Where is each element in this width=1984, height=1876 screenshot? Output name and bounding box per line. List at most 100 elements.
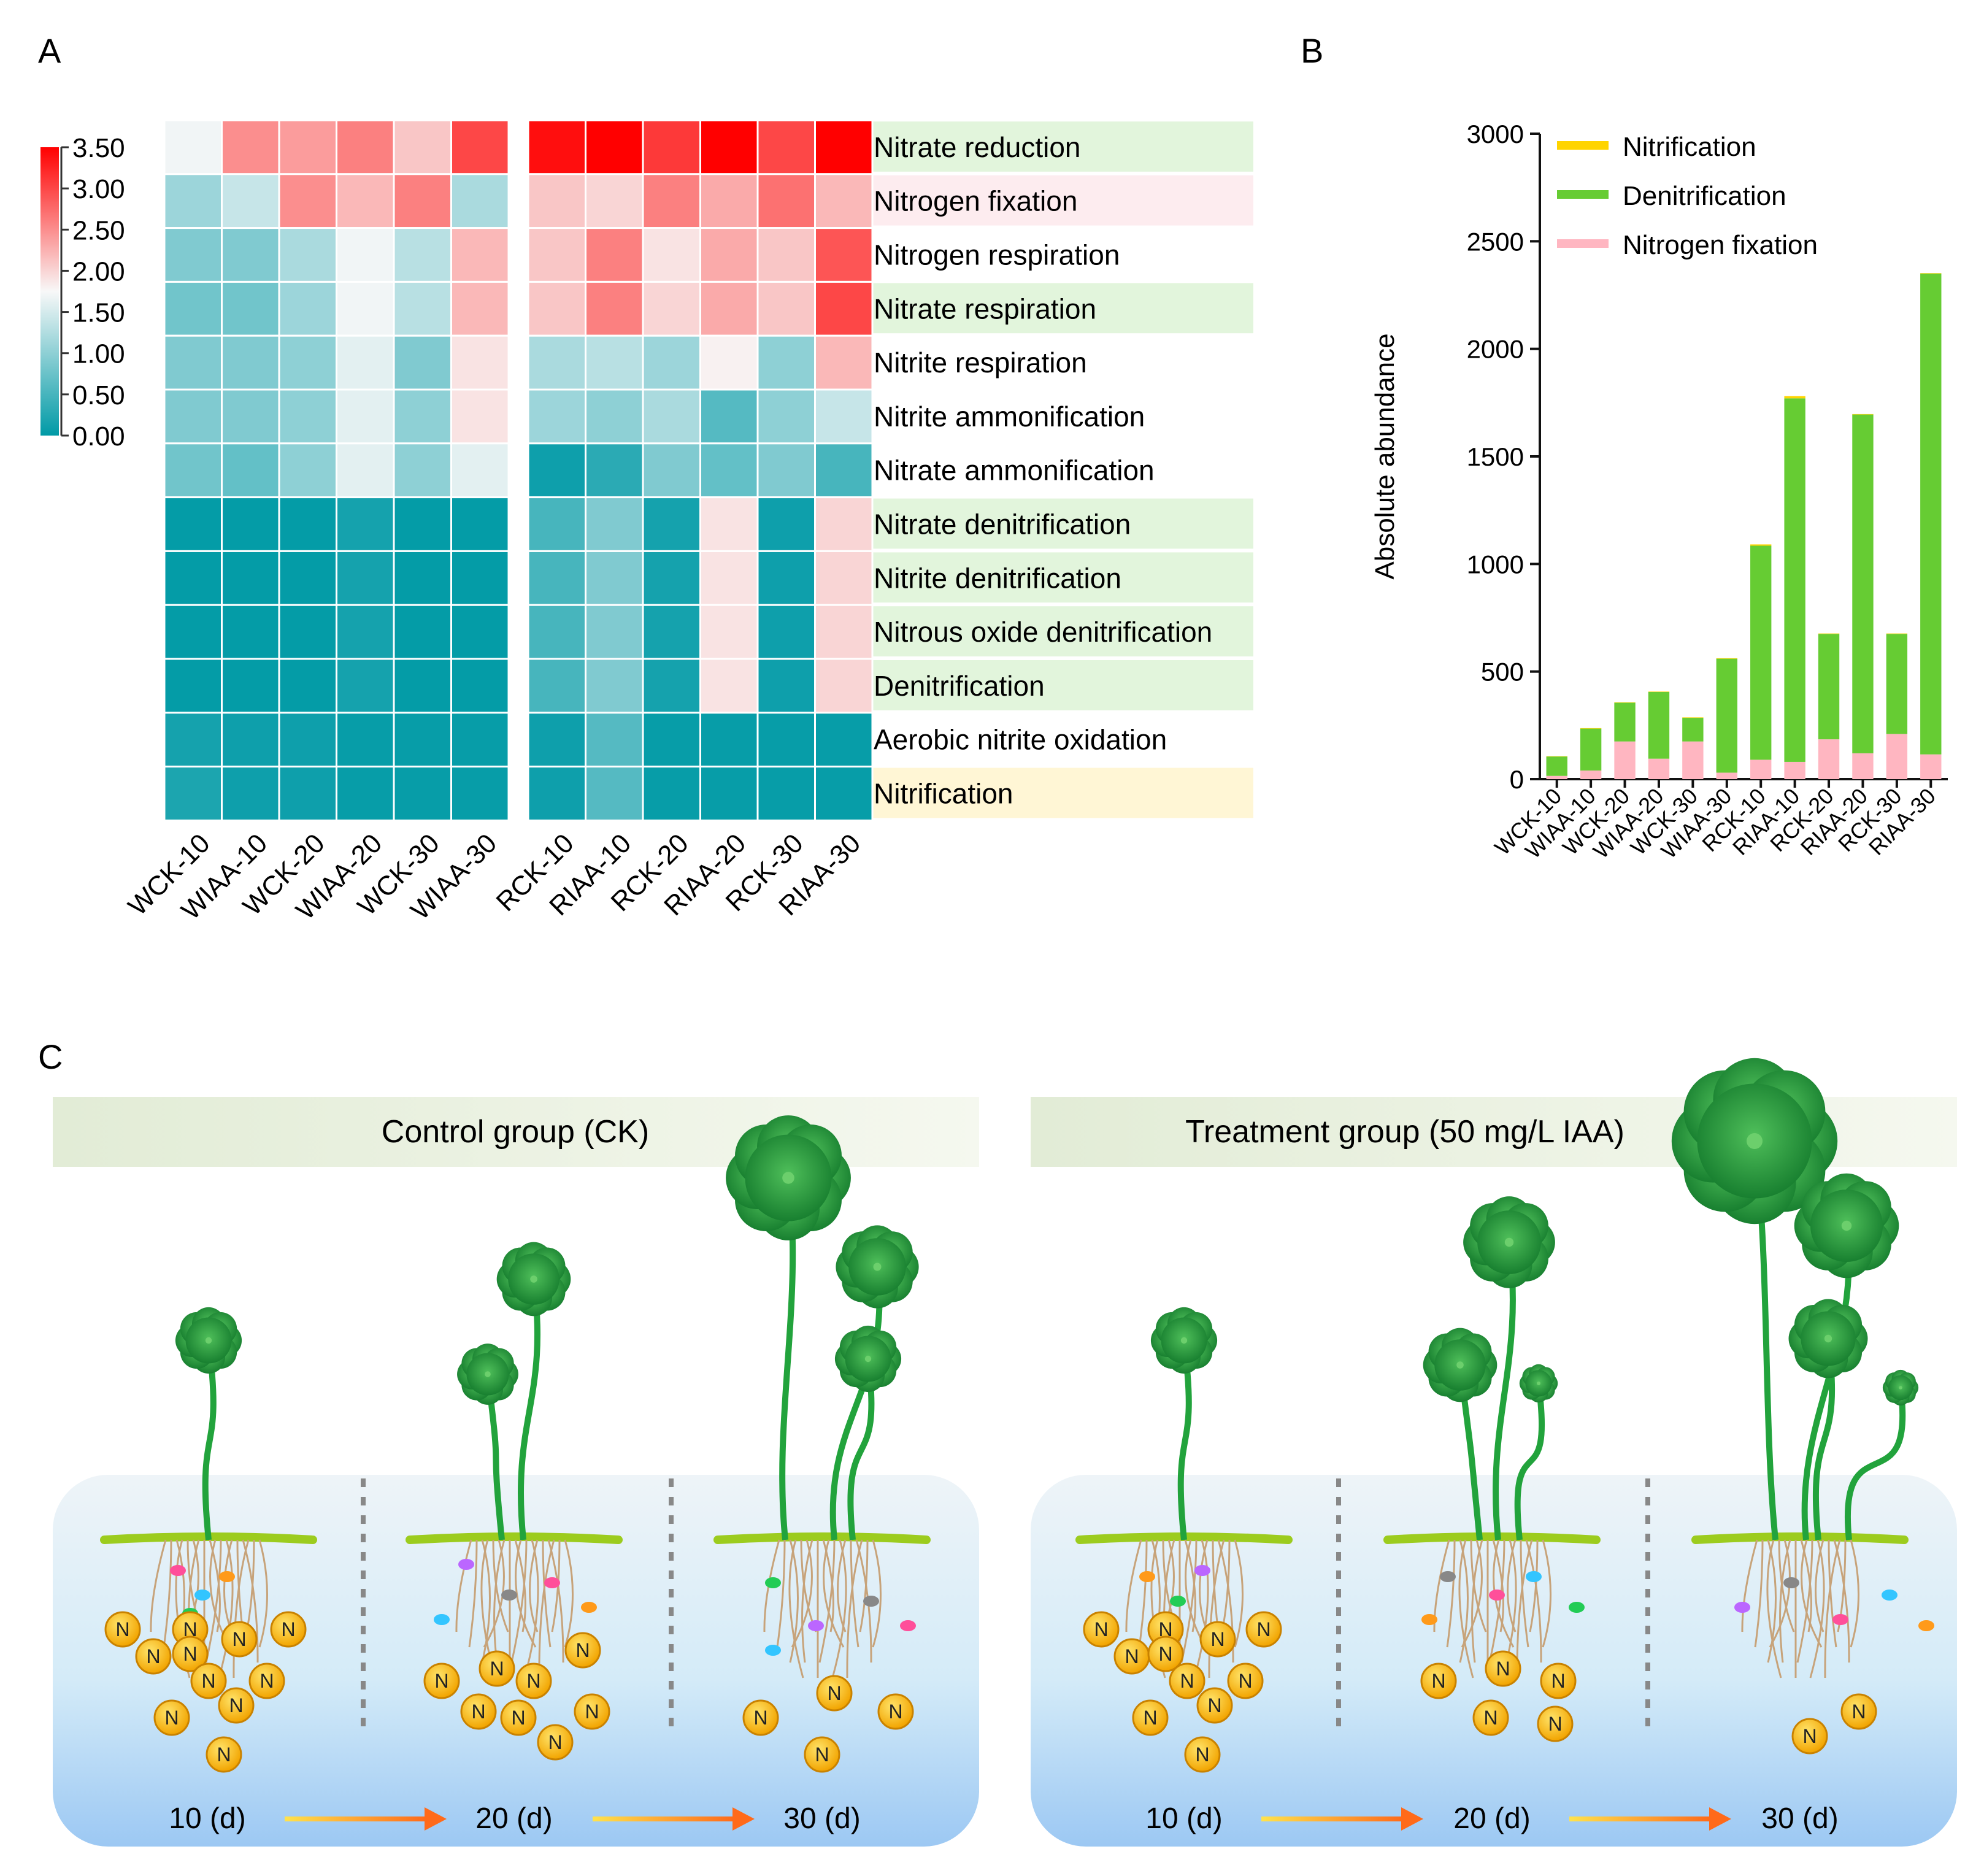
heat-cell <box>642 388 701 445</box>
row-label: Aerobic nitrite oxidation <box>874 724 1167 756</box>
root <box>788 1539 804 1678</box>
heat-cell <box>450 658 510 714</box>
heat-cell <box>699 658 759 714</box>
root <box>1180 1539 1198 1663</box>
leaf-icon <box>1519 1364 1558 1403</box>
heat-cell <box>527 388 586 445</box>
microbe-icon <box>1194 1565 1210 1576</box>
stem <box>1493 1242 1516 1540</box>
nitrogen-ball <box>190 1663 227 1699</box>
nitrogen-ball <box>479 1650 515 1687</box>
microbe-icon <box>1783 1577 1799 1588</box>
nitrogen-ball <box>1420 1663 1457 1699</box>
microbe-icon <box>900 1620 916 1631</box>
nitrogen-ball-label: N <box>1180 1670 1194 1692</box>
nitrogen-ball-label: N <box>1548 1713 1562 1735</box>
leaf-node <box>530 1275 537 1283</box>
root <box>258 1539 268 1648</box>
bar-segment <box>1546 756 1567 776</box>
heat-cell <box>278 550 337 606</box>
nitrogen-ball-label: N <box>115 1618 129 1640</box>
nitrogen-ball-icon: N <box>564 1632 601 1669</box>
microbe-icon <box>765 1577 781 1588</box>
heat-cell <box>699 712 759 768</box>
microbe-icon <box>501 1590 517 1601</box>
bar-segment <box>1580 728 1602 771</box>
root <box>1525 1539 1542 1663</box>
leaf-icon <box>1423 1328 1498 1402</box>
nitrogen-ball-label: N <box>217 1743 231 1766</box>
legend-tick-label: 3.50 <box>72 133 125 163</box>
row-band-green <box>870 121 1253 172</box>
heat-cell <box>163 280 223 337</box>
nitrogen-ball-icon: N <box>270 1611 307 1648</box>
heat-cell <box>278 334 337 391</box>
stem <box>1844 1387 1906 1540</box>
root <box>846 1539 863 1678</box>
nitrogen-ball-label: N <box>164 1707 179 1729</box>
nitrogen-ball-label: N <box>471 1701 485 1723</box>
heat-cell <box>221 496 280 552</box>
microbe-icon <box>458 1559 474 1570</box>
leaf-icon <box>836 1225 919 1309</box>
nitrogen-ball <box>804 1736 840 1773</box>
nitrogen-ball-label: N <box>1143 1707 1157 1729</box>
treatment-arrow-1 <box>1261 1807 1423 1831</box>
heat-cell <box>221 280 280 337</box>
root <box>538 1539 555 1678</box>
heat-cell <box>393 388 452 445</box>
nitrogen-ball <box>1791 1718 1828 1755</box>
y-tick-label: 1000 <box>1467 550 1524 579</box>
leaf-node <box>485 1371 491 1377</box>
nitrogen-ball <box>1184 1736 1221 1773</box>
root <box>1138 1539 1148 1648</box>
nitrogen-ball-label: N <box>201 1670 215 1692</box>
heat-cell <box>756 173 816 229</box>
heat-cell <box>814 119 874 175</box>
heat-cell <box>221 658 280 714</box>
bar-segment <box>1614 702 1636 742</box>
heat-cell <box>450 550 510 606</box>
bar-segment <box>1682 717 1704 718</box>
nitrogen-ball-icon: N <box>1147 1636 1184 1672</box>
nitrogen-ball-icon: N <box>206 1736 242 1773</box>
root <box>1833 1539 1850 1663</box>
control-day-10: 10 (d) <box>169 1802 245 1835</box>
control-day-30: 30 (d) <box>783 1802 860 1835</box>
heat-cell <box>336 766 395 821</box>
root <box>776 1539 786 1648</box>
nitrogen-ball <box>1227 1663 1264 1699</box>
nitrogen-ball-label: N <box>888 1701 902 1723</box>
heat-cell <box>221 119 280 175</box>
heat-cell <box>278 712 337 768</box>
leaf-node <box>1841 1220 1852 1231</box>
nitrogen-ball-label: N <box>526 1670 540 1692</box>
nitrogen-ball <box>221 1621 258 1658</box>
heat-cell <box>756 550 816 606</box>
leaf-node <box>782 1172 794 1184</box>
bar-segment <box>1852 413 1874 415</box>
bar-segment <box>1784 398 1805 762</box>
heat-cell <box>814 550 874 606</box>
heat-cell <box>278 388 337 445</box>
heat-cell <box>278 119 337 175</box>
nitrogen-ball-label: N <box>1431 1670 1445 1692</box>
treatment-group-title: Treatment group (50 mg/L IAA) <box>1185 1114 1624 1150</box>
heat-cell <box>450 496 510 552</box>
root <box>823 1539 845 1648</box>
heat-cell <box>756 388 816 445</box>
root <box>218 1539 234 1678</box>
root <box>1507 1539 1517 1632</box>
heat-cell <box>585 119 644 175</box>
legend-label-nitrogen-fixation: Nitrogen fixation <box>1623 230 1818 260</box>
heat-cell <box>336 280 395 337</box>
legend-tick-label: 3.00 <box>72 174 125 204</box>
nitrogen-ball-icon: N <box>1537 1705 1574 1742</box>
row-label: Denitrification <box>874 670 1045 702</box>
bar-segment <box>1818 739 1840 779</box>
nitrogen-ball-label: N <box>511 1707 525 1729</box>
nitrogen-ball-icon: N <box>1472 1699 1509 1736</box>
root <box>1185 1539 1207 1648</box>
root <box>455 1539 472 1632</box>
heat-cell <box>393 766 452 821</box>
